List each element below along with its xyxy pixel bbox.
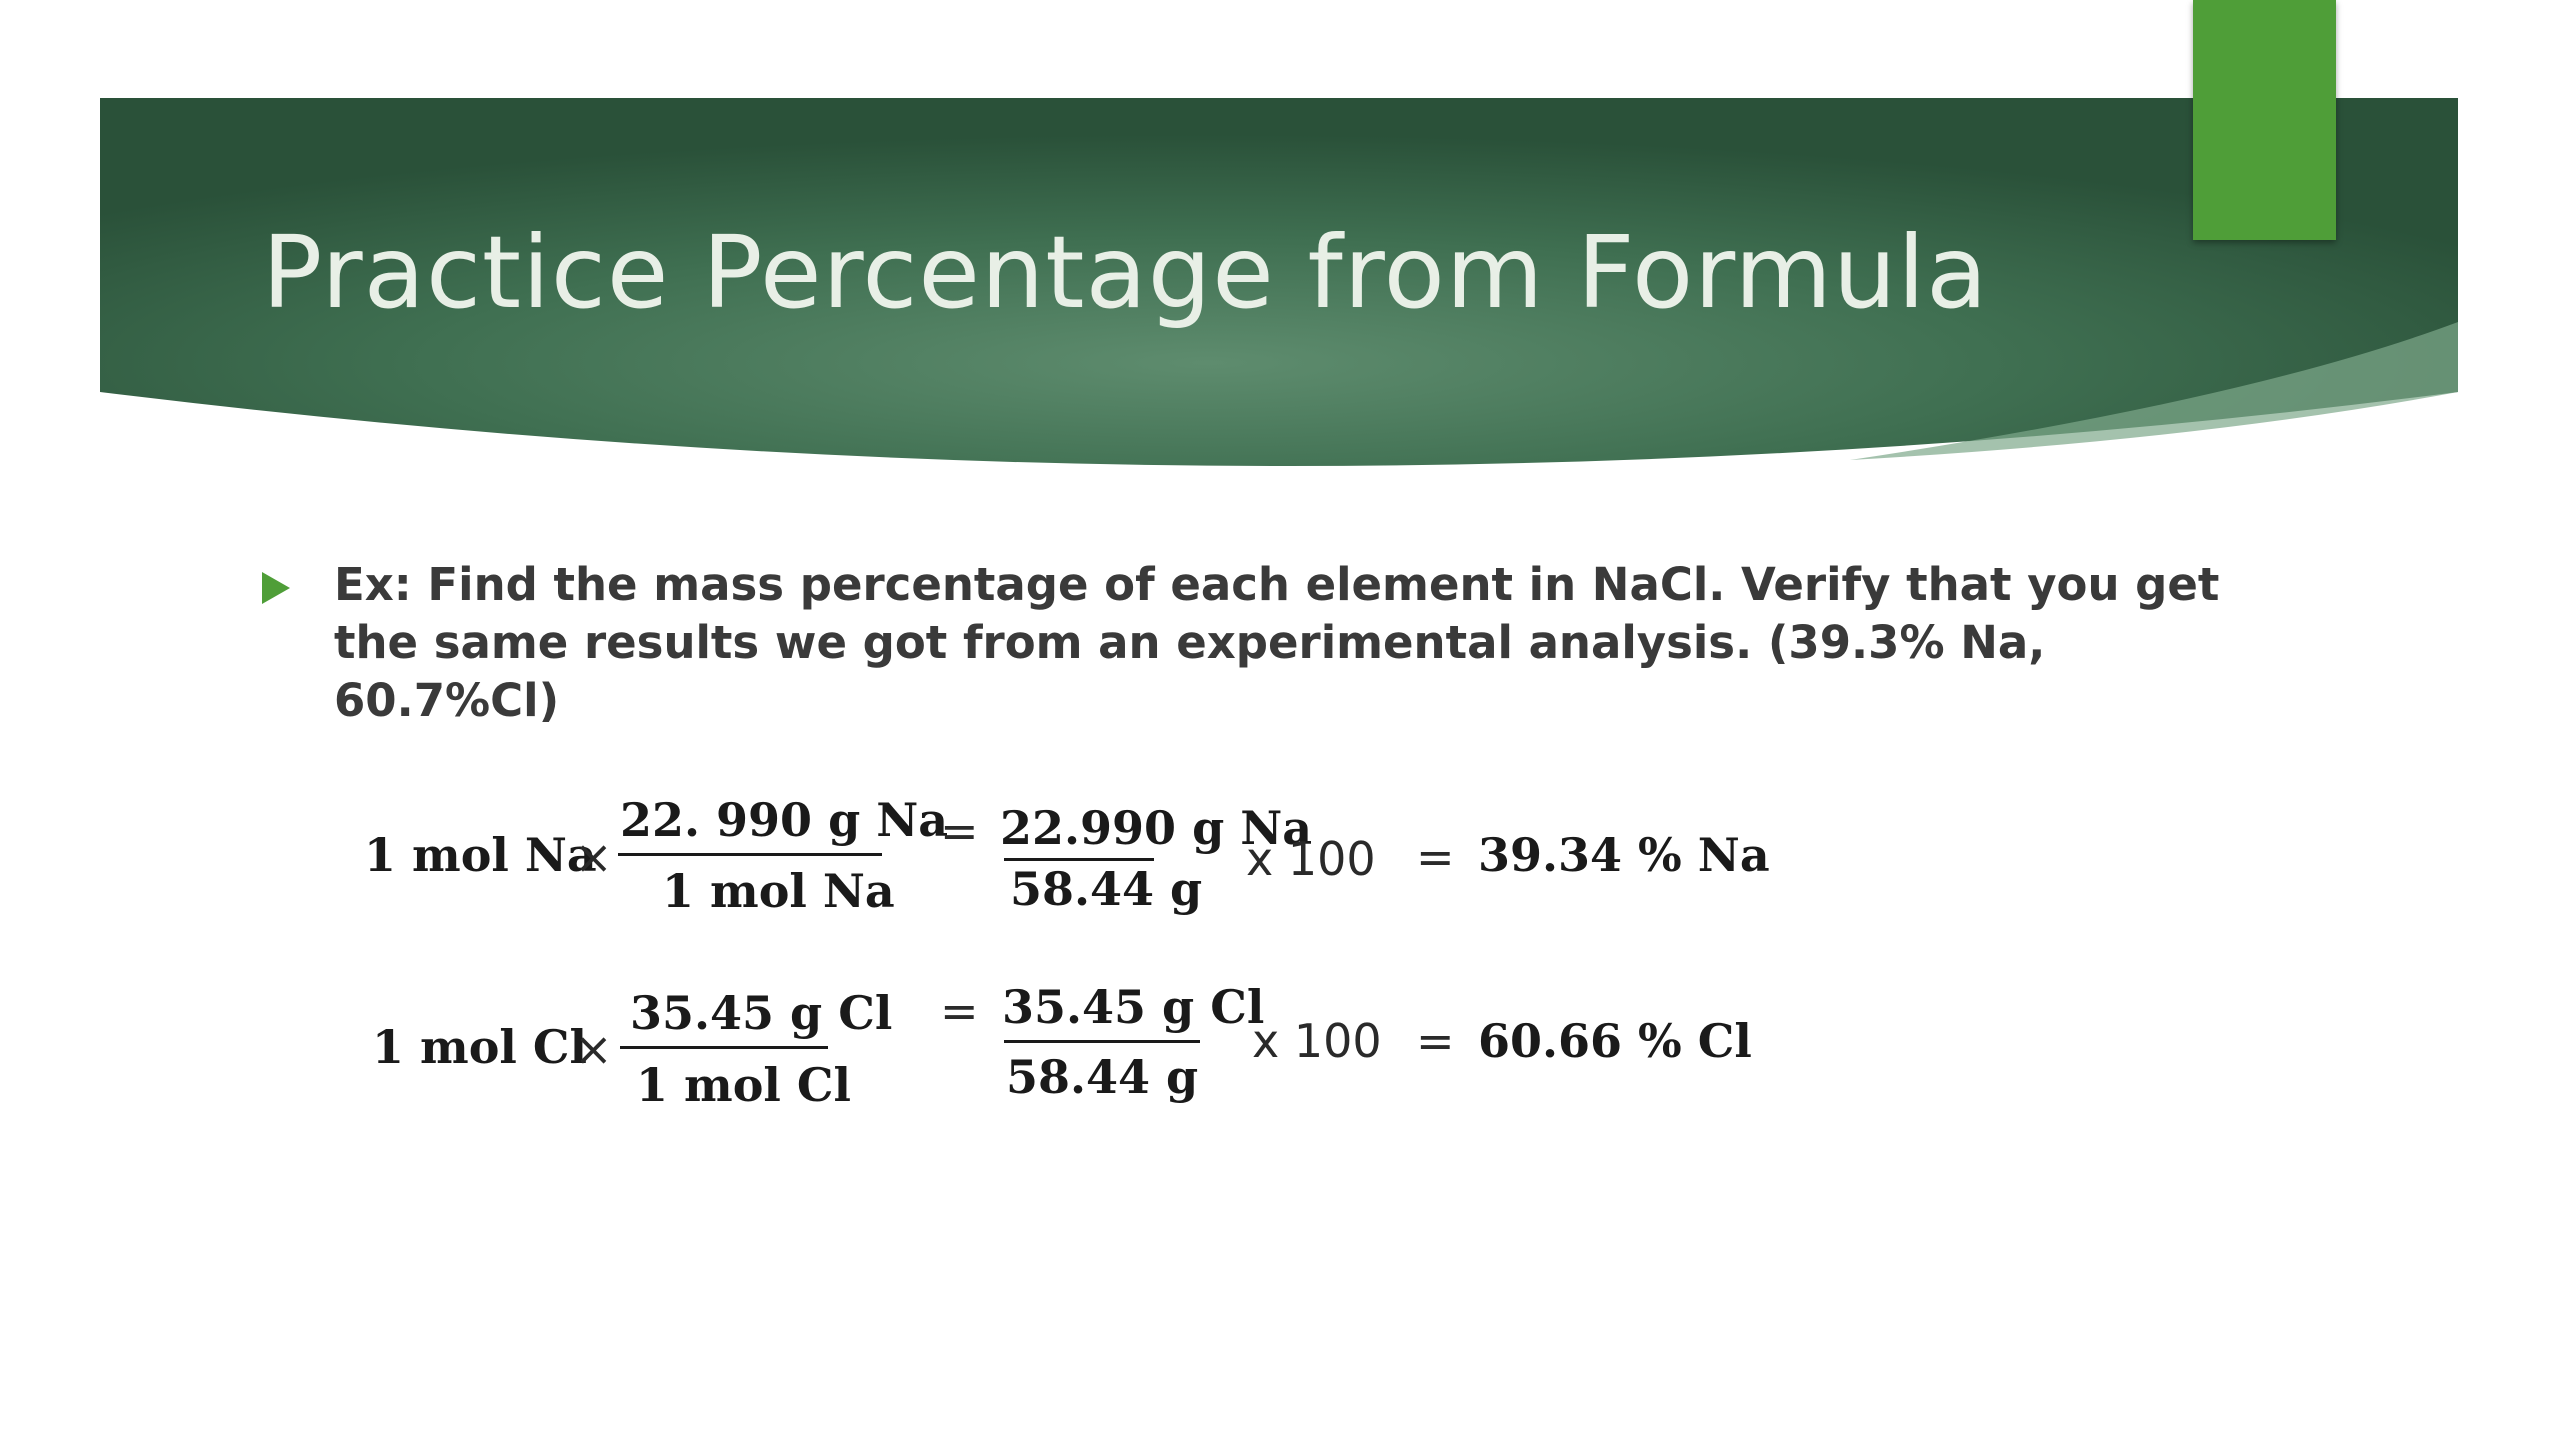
eq-multiplier: x 100 bbox=[1252, 1014, 1382, 1068]
eq-equals: = bbox=[940, 984, 979, 1038]
eq-start: 1 mol Na bbox=[364, 828, 597, 882]
eq-result-fraction-bar bbox=[1004, 858, 1154, 861]
eq-start: 1 mol Cl bbox=[372, 1020, 587, 1074]
eq-equals: = bbox=[940, 804, 979, 858]
eq-equals-final: = bbox=[1416, 830, 1455, 884]
eq-result-denominator: 58.44 g bbox=[1006, 1050, 1199, 1104]
banner-shape bbox=[100, 98, 2458, 466]
eq-result: 60.66 % Cl bbox=[1478, 1014, 1752, 1068]
bullet-arrow-icon bbox=[262, 572, 290, 604]
eq-result-denominator: 58.44 g bbox=[1010, 862, 1203, 916]
bullet-item: Ex: Find the mass percentage of each ele… bbox=[262, 556, 2242, 730]
eq-result-fraction-bar bbox=[1004, 1040, 1200, 1043]
eq-times: × bbox=[574, 830, 613, 884]
banner-swoosh bbox=[1850, 322, 2458, 460]
eq-denominator: 1 mol Cl bbox=[636, 1058, 851, 1112]
eq-fraction-bar bbox=[618, 853, 882, 856]
title-banner bbox=[100, 98, 2458, 466]
eq-numerator: 22. 990 g Na bbox=[620, 793, 949, 847]
eq-equals-final: = bbox=[1416, 1014, 1455, 1068]
eq-denominator: 1 mol Na bbox=[662, 864, 895, 918]
eq-numerator: 35.45 g Cl bbox=[630, 986, 893, 1040]
eq-times: × bbox=[574, 1022, 613, 1076]
eq-fraction-bar bbox=[620, 1046, 828, 1049]
slide-title: Practice Percentage from Formula bbox=[262, 214, 1989, 331]
bullet-text: Ex: Find the mass percentage of each ele… bbox=[334, 558, 2220, 727]
eq-result: 39.34 % Na bbox=[1478, 828, 1770, 882]
accent-tab bbox=[2193, 0, 2336, 240]
eq-result-numerator: 22.990 g Na bbox=[1000, 801, 1313, 855]
eq-multiplier: x 100 bbox=[1246, 832, 1376, 886]
eq-result-numerator: 35.45 g Cl bbox=[1002, 980, 1265, 1034]
